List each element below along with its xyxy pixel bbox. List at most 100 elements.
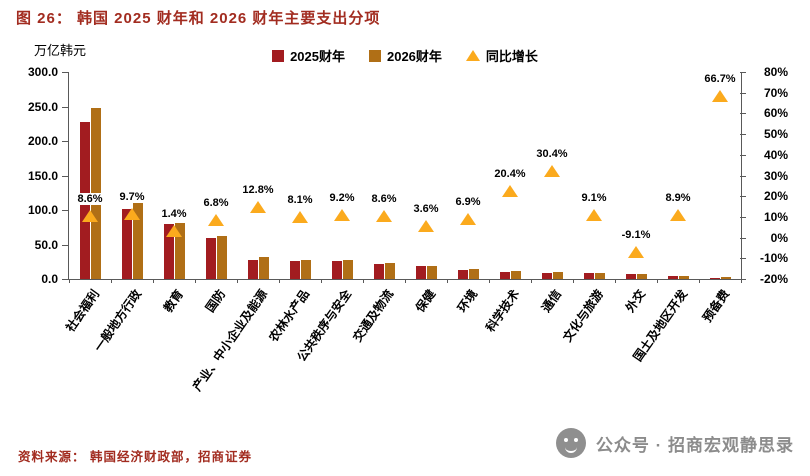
growth-marker-icon xyxy=(250,201,266,214)
growth-value-label: 66.7% xyxy=(702,72,738,85)
chart-title: 图 26： 韩国 2025 财年和 2026 财年主要支出分项 xyxy=(16,10,381,27)
chart-legend: 2025财年 2026财年 同比增长 xyxy=(0,46,810,65)
x-axis-label: 教育 xyxy=(160,287,187,315)
bar-2025 xyxy=(247,259,258,279)
x-axis-label: 文化与旅游 xyxy=(560,287,607,345)
x-axis-label: 保健 xyxy=(412,287,439,315)
legend-triangle-icon xyxy=(465,50,480,61)
bar-2025 xyxy=(499,272,510,279)
x-axis-label: 预备费 xyxy=(699,287,733,325)
bar-2026 xyxy=(132,202,143,279)
legend-item-2025: 2025财年 xyxy=(272,46,345,65)
y-axis-tick-label-left: 200.0 xyxy=(27,134,58,148)
growth-marker-icon xyxy=(544,164,560,177)
bar-2025 xyxy=(163,223,174,279)
y-axis-tick-label-right: -10% xyxy=(759,251,788,266)
y-axis-tick-label-right: 60% xyxy=(763,106,788,121)
y-axis-tick-label-left: 0.0 xyxy=(41,272,58,286)
x-axis-label: 通信 xyxy=(538,287,565,315)
y-axis-tick-label-right: -20% xyxy=(759,272,788,286)
legend-label-growth: 同比增长 xyxy=(485,49,538,64)
wechat-account-name: 公众号 · 招商宏观静思录 xyxy=(595,435,794,455)
x-axis-label: 科学技术 xyxy=(483,287,523,335)
bar-2026 xyxy=(510,270,521,279)
x-axis-label: 国防 xyxy=(202,287,229,315)
bar-2026 xyxy=(384,262,395,279)
y-axis-tick-label-left: 50.0 xyxy=(34,237,58,252)
x-axis-tick-mark xyxy=(321,279,322,283)
growth-marker-icon xyxy=(376,209,392,222)
bar-2025 xyxy=(541,273,552,279)
bar-2026 xyxy=(720,277,731,279)
plot-area: 8.6% 9.7% 1.4% 6.8% 12.8% 8.1% 9.2% 8.6% 3.6% 6.9… xyxy=(68,72,742,283)
bar-2025 xyxy=(415,266,426,279)
growth-value-label: -9.1% xyxy=(619,229,653,242)
x-axis-label: 社会福利 xyxy=(63,287,103,335)
growth-marker-icon xyxy=(334,208,350,221)
growth-marker-icon xyxy=(460,213,476,226)
growth-value-label: 8.6% xyxy=(75,192,105,205)
growth-value-label: 8.6% xyxy=(369,192,399,205)
bar-2025 xyxy=(289,261,300,279)
legend-item-2026: 2026财年 xyxy=(368,46,442,65)
x-axis-tick-mark xyxy=(615,279,616,283)
y-axis-tick-label-left: 150.0 xyxy=(27,168,58,183)
x-axis-label: 产业、中小企业及能源 xyxy=(189,287,271,394)
growth-value-label: 9.1% xyxy=(579,191,609,204)
x-axis-tick-mark xyxy=(363,279,364,283)
y-axis-tick-label-left: 300.0 xyxy=(27,65,58,79)
source-note: 资料来源： 韩国经济财政部，招商证券 xyxy=(18,450,252,464)
bar-2025 xyxy=(121,209,132,279)
bar-2026 xyxy=(258,257,269,279)
growth-value-label: 6.9% xyxy=(453,196,483,209)
growth-value-label: 8.1% xyxy=(285,193,315,206)
legend-item-growth: 同比增长 xyxy=(465,46,538,65)
legend-label-2025: 2025财年 xyxy=(290,49,345,64)
y-axis-tick-label-right: 30% xyxy=(763,168,788,183)
growth-value-label: 30.4% xyxy=(534,147,570,160)
x-axis-tick-mark xyxy=(69,279,70,283)
x-axis-tick-mark xyxy=(237,279,238,283)
x-axis-tick-mark xyxy=(279,279,280,283)
bar-2026 xyxy=(594,272,605,279)
bar-2025 xyxy=(709,277,720,279)
growth-marker-icon xyxy=(82,209,98,222)
growth-marker-icon xyxy=(418,220,434,233)
bar-2026 xyxy=(300,259,311,279)
x-axis-label: 环境 xyxy=(454,287,481,315)
growth-value-label: 3.6% xyxy=(411,203,441,216)
growth-marker-icon xyxy=(712,89,728,102)
y-axis-unit-label: 万亿韩元 xyxy=(34,43,87,58)
growth-marker-icon xyxy=(586,208,602,221)
wechat-account: 公众号 · 招商宏观静思录 xyxy=(555,428,794,458)
x-axis-label: 外交 xyxy=(622,287,649,315)
legend-square-2026-icon xyxy=(368,49,381,62)
x-axis-tick-mark xyxy=(153,279,154,283)
y-axis-tick-label-right: 50% xyxy=(763,127,788,142)
bar-2026 xyxy=(342,259,353,279)
growth-marker-icon xyxy=(124,207,140,220)
y-axis-tick-label-right: 20% xyxy=(763,189,788,204)
x-axis-tick-mark xyxy=(489,279,490,283)
y-axis-tick-label-right: 70% xyxy=(763,85,788,100)
bar-2026 xyxy=(426,265,437,279)
growth-value-label: 12.8% xyxy=(240,184,276,197)
x-axis-tick-mark xyxy=(195,279,196,283)
bar-2025 xyxy=(667,275,678,279)
bar-2026 xyxy=(552,271,563,279)
bar-2025 xyxy=(583,273,594,279)
y-axis-tick-label-right: 40% xyxy=(763,147,788,162)
bar-2025 xyxy=(205,238,216,279)
x-axis-tick-mark xyxy=(531,279,532,283)
growth-marker-icon xyxy=(628,246,644,259)
x-axis-tick-mark xyxy=(447,279,448,283)
growth-value-label: 1.4% xyxy=(159,207,189,220)
bar-2025 xyxy=(457,269,468,279)
growth-value-label: 8.9% xyxy=(663,192,693,205)
bar-2025 xyxy=(331,261,342,279)
bar-2026 xyxy=(216,235,227,279)
bar-2026 xyxy=(636,274,647,279)
growth-value-label: 6.8% xyxy=(201,196,231,209)
bar-2026 xyxy=(678,275,689,279)
